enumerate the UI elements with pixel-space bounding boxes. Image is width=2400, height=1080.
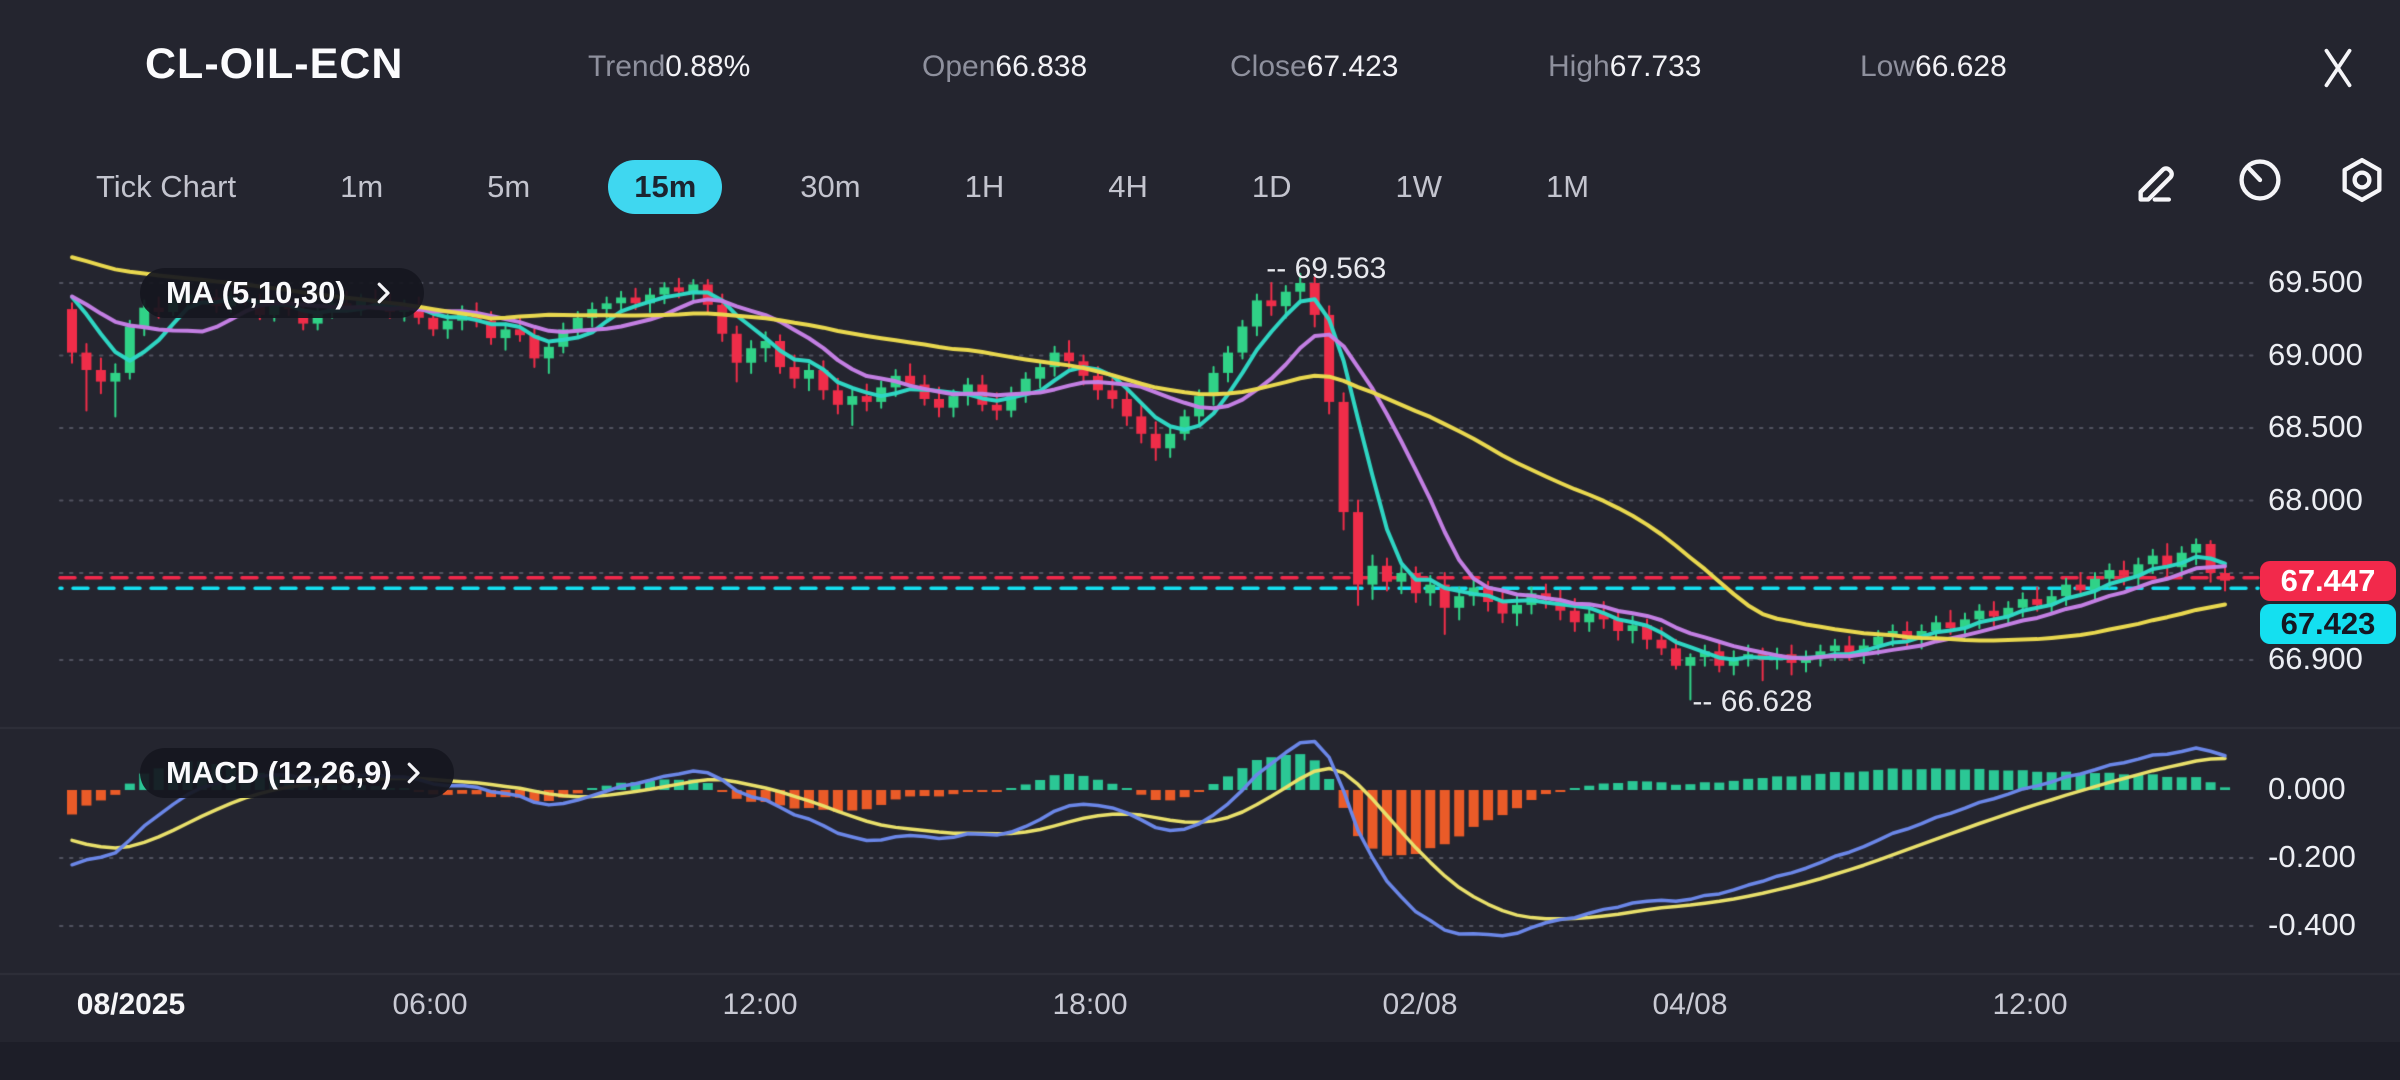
timeframe-tabs: Tick Chart 1m 5m 15m 30m 1H 4H 1D 1W 1M (70, 155, 1615, 219)
time-axis-label: 08/2025 (76, 988, 186, 1021)
time-axis-label: 04/08 (1652, 988, 1728, 1021)
tab-tick-chart[interactable]: Tick Chart (96, 169, 237, 204)
price-axis-label: 69.500 (2268, 264, 2363, 299)
time-axis-label: 06:00 (392, 988, 468, 1021)
time-axis-label: 18:00 (1052, 988, 1128, 1021)
price-axis-label: 68.500 (2268, 409, 2363, 444)
tab-5m[interactable]: 5m (487, 169, 531, 204)
macd-axis-label: -0.200 (2268, 839, 2356, 874)
stat-label: Trend (588, 50, 666, 83)
chart-toolbar-icons (2128, 150, 2392, 210)
low-price-annotation: -- 66.628 (1692, 685, 1813, 719)
settings-button[interactable] (2332, 150, 2392, 210)
tab-1m[interactable]: 1m (340, 169, 384, 204)
last-price-tag: 67.447 (2260, 560, 2396, 601)
stat-label: Open (922, 50, 996, 83)
close-button[interactable] (2306, 36, 2370, 100)
stat-value: 66.628 (1915, 50, 2007, 83)
tab-4h[interactable]: 4H (1108, 169, 1148, 204)
stat-close: Close67.423 (1230, 50, 1398, 84)
chevron-right-icon (368, 278, 398, 308)
stat-open: Open66.838 (922, 50, 1087, 84)
macd-indicator-pill[interactable]: MACD (12,26,9) (140, 748, 454, 798)
price-axis-label: 66.900 (2268, 641, 2363, 676)
settings-icon (2342, 157, 2382, 203)
edit-icon (2138, 166, 2174, 202)
stat-label: High (1548, 50, 1610, 83)
tab-1d[interactable]: 1D (1251, 169, 1292, 204)
tab-1w[interactable]: 1W (1395, 169, 1443, 204)
history-button[interactable] (2230, 150, 2290, 210)
time-axis-label: 02/08 (1382, 988, 1458, 1021)
high-price-annotation: -- 69.563 (1266, 251, 1387, 285)
chevron-right-icon (398, 758, 428, 788)
tab-1m[interactable]: 1M (1546, 169, 1590, 204)
ma-indicator-pill[interactable]: MA (5,10,30) (140, 268, 424, 318)
stat-value: 67.423 (1306, 50, 1399, 83)
tab-1h[interactable]: 1H (964, 169, 1005, 204)
close-price-tag: 67.423 (2260, 603, 2396, 644)
time-axis-label: 12:00 (722, 988, 798, 1021)
tab-30m[interactable]: 30m (800, 169, 861, 204)
price-axis-label: 68.000 (2268, 481, 2363, 517)
stat-label: Close (1230, 50, 1307, 83)
history-icon (2239, 159, 2281, 201)
edit-button[interactable] (2128, 150, 2188, 210)
time-axis-label: 12:00 (1992, 988, 2068, 1021)
stat-value: 66.838 (995, 50, 1088, 83)
stat-value: 0.88% (665, 50, 751, 83)
stat-high: High67.733 (1548, 50, 1701, 84)
macd-axis-label: 0.000 (2268, 771, 2346, 806)
stat-trend: Trend0.88% (588, 50, 750, 84)
stat-value: 67.733 (1609, 50, 1702, 83)
price-axis-label: 69.000 (2268, 336, 2363, 372)
close-icon (2324, 48, 2352, 88)
tab-15m[interactable]: 15m (608, 160, 723, 214)
stat-label: Low (1860, 50, 1916, 83)
stat-low: Low66.628 (1860, 50, 2007, 84)
symbol-title: CL-OIL-ECN (145, 40, 404, 88)
chart-header: CL-OIL-ECN Trend0.88% Open66.838 Close67.4… (0, 34, 2400, 100)
ma-indicator-label: MA (5,10,30) (166, 275, 346, 310)
bottom-edge-bar (0, 1042, 2400, 1080)
macd-axis-label: -0.400 (2268, 907, 2356, 942)
macd-indicator-label: MACD (12,26,9) (166, 755, 392, 790)
